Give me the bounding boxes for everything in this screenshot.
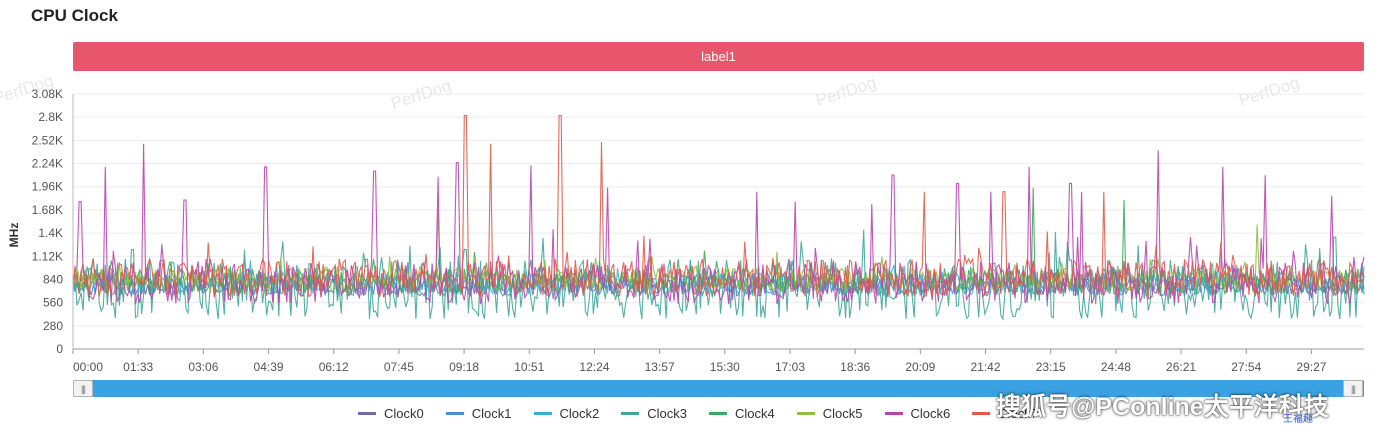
y-tick-label: 560 — [43, 296, 63, 310]
legend-label: Clock4 — [735, 406, 775, 421]
x-tick-label: 27:54 — [1231, 360, 1261, 374]
y-tick-label: 2.24K — [32, 157, 63, 171]
x-tick-label: 01:33 — [123, 360, 153, 374]
legend-item-clock4[interactable]: Clock4 — [709, 406, 775, 421]
legend-item-clock2[interactable]: Clock2 — [533, 406, 600, 421]
chart-title: CPU Clock — [31, 6, 118, 25]
x-tick-label: 26:21 — [1166, 360, 1196, 374]
legend-label: Clock5 — [822, 406, 863, 421]
legend-swatch — [358, 412, 376, 415]
x-tick-label: 06:12 — [319, 360, 349, 374]
x-tick-label: 04:39 — [254, 360, 284, 374]
legend-item-clock3[interactable]: Clock3 — [621, 406, 687, 421]
chart-axes: 0 280 560 840 1.12K 1.4K 1.68K 1.96K 2.24K 2.52K 2… — [32, 87, 1364, 374]
y-tick-label: 1.96K — [32, 180, 63, 194]
time-range-slider[interactable] — [73, 380, 1364, 397]
y-tick-label: 3.08K — [32, 87, 63, 101]
y-axis-label: MHz — [7, 223, 21, 248]
series-clock7 — [72, 114, 1365, 299]
legend-item-clock1[interactable]: Clock1 — [445, 406, 512, 421]
legend-swatch — [796, 412, 815, 415]
x-tick-label: 17:03 — [775, 360, 805, 374]
overlay-small-text: 王福趣 — [1283, 414, 1313, 425]
legend-label: Clock0 — [384, 406, 424, 421]
x-tick-label: 00:00 — [73, 360, 103, 374]
legend-label: Clock2 — [559, 406, 600, 421]
legend-item-clock6[interactable]: Clock6 — [884, 406, 951, 421]
x-tick-label: 18:36 — [840, 360, 870, 374]
y-tick-label: 0 — [56, 342, 63, 356]
x-tick-label: 03:06 — [188, 360, 218, 374]
legend-swatch — [709, 412, 727, 415]
legend-swatch — [533, 412, 552, 415]
legend-label: Clock3 — [647, 406, 687, 421]
legend-swatch — [884, 412, 903, 415]
y-tick-label: 2.8K — [38, 110, 63, 124]
y-tick-label: 280 — [43, 319, 63, 333]
legend-swatch — [972, 412, 991, 415]
legend-label: Clock1 — [471, 406, 512, 421]
x-tick-label: 10:51 — [514, 360, 544, 374]
x-tick-label: 15:30 — [710, 360, 740, 374]
x-tick-label: 24:48 — [1101, 360, 1131, 374]
chart-legend: Clock0 Clock1 Clock2 Clock3 Clock4 Clock5 Cloc… — [358, 406, 1038, 421]
label-bar-text: label1 — [701, 49, 736, 64]
legend-item-clock7[interactable]: Clock7 — [972, 406, 1038, 421]
legend-swatch — [621, 412, 640, 415]
legend-item-clock5[interactable]: Clock5 — [796, 406, 863, 421]
x-tick-label: 21:42 — [971, 360, 1001, 374]
slider-handle-right[interactable]: ||| — [1343, 380, 1363, 397]
x-tick-label: 13:57 — [645, 360, 675, 374]
chart-series-layer — [72, 114, 1365, 321]
y-tick-label: 1.4K — [38, 226, 63, 240]
legend-item-clock0[interactable]: Clock0 — [358, 406, 424, 421]
y-tick-label: 1.12K — [32, 249, 63, 263]
y-tick-label: 840 — [43, 272, 63, 286]
x-tick-label: 23:15 — [1036, 360, 1066, 374]
x-tick-label: 20:09 — [905, 360, 935, 374]
legend-label: Clock6 — [910, 406, 951, 421]
y-tick-label: 1.68K — [32, 203, 63, 217]
x-tick-label: 12:24 — [579, 360, 609, 374]
x-tick-label: 09:18 — [449, 360, 479, 374]
x-tick-label: 07:45 — [384, 360, 414, 374]
slider-handle-left[interactable]: ||| — [73, 380, 93, 397]
label-bar[interactable]: label1 — [73, 42, 1364, 71]
legend-swatch — [445, 412, 464, 415]
cpu-clock-chart: 0 280 560 840 1.12K 1.4K 1.68K 1.96K 2.24K 2.52K 2… — [7, 87, 1365, 374]
legend-label: Clock7 — [998, 406, 1038, 421]
y-tick-label: 2.52K — [32, 133, 63, 147]
x-tick-label: 29:27 — [1296, 360, 1326, 374]
